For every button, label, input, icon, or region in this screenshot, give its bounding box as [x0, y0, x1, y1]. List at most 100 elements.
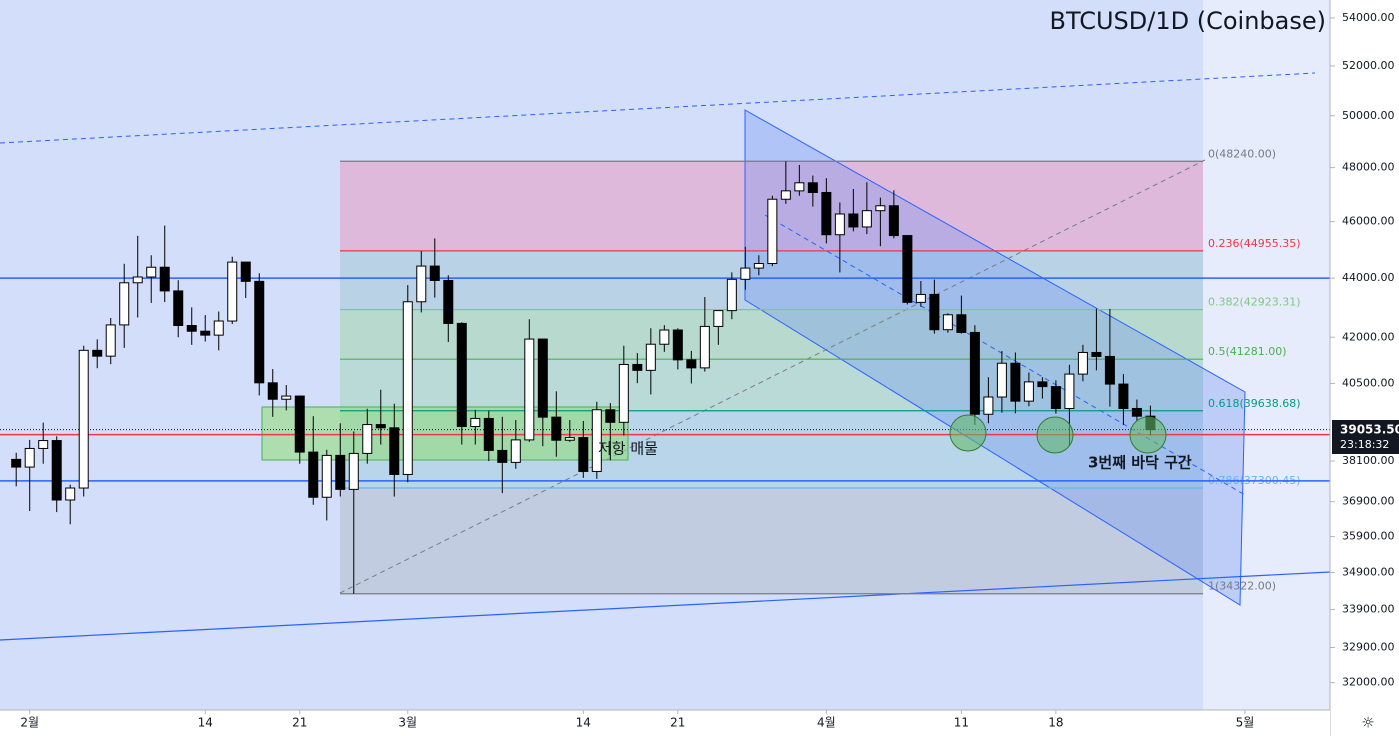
y-tick-label: 38100.00 — [1342, 454, 1395, 467]
candle-body — [929, 293, 940, 331]
x-tick-label: 5월 — [1236, 716, 1255, 730]
price-tag — [1332, 420, 1399, 454]
x-tick-label: 21 — [670, 716, 685, 730]
candle-body — [861, 210, 872, 228]
y-tick-label: 54000.00 — [1342, 11, 1395, 24]
candle-body — [672, 329, 683, 361]
candle-body — [794, 182, 805, 192]
profile-background — [1203, 0, 1330, 710]
chart-title: BTCUSD/1D (Coinbase) — [1050, 7, 1326, 35]
candle-body — [200, 330, 211, 336]
fib-label: 0.382(42923.31) — [1208, 296, 1301, 309]
candle-body — [524, 338, 535, 441]
candle-body — [659, 329, 670, 345]
candle-body — [281, 395, 292, 400]
candle-body — [821, 191, 832, 236]
candle-body — [240, 261, 251, 282]
candle-body — [942, 314, 953, 331]
y-tick-label: 40500.00 — [1342, 376, 1395, 389]
candle-body — [1010, 362, 1021, 402]
countdown: 23:18:32 — [1340, 438, 1389, 451]
x-tick-label: 18 — [1048, 716, 1063, 730]
candle-body — [335, 454, 346, 490]
annotation: 저항 매물 — [598, 440, 658, 458]
candle-body — [1037, 381, 1048, 388]
candle-body — [348, 452, 359, 490]
candle-body — [11, 458, 22, 468]
candle-body — [1104, 355, 1115, 385]
candle-body — [416, 265, 427, 303]
candle-body — [389, 427, 400, 475]
candle-body — [24, 447, 35, 468]
price-axis — [1330, 0, 1399, 736]
candle-body — [740, 267, 751, 280]
candle-body — [578, 437, 589, 472]
y-tick-label: 34900.00 — [1342, 566, 1395, 579]
y-tick-label: 48000.00 — [1342, 161, 1395, 174]
candle-body — [983, 396, 994, 415]
bottom-marker — [1129, 416, 1167, 454]
y-tick-label: 33900.00 — [1342, 602, 1395, 615]
candle-body — [956, 314, 967, 333]
candle-body — [510, 439, 521, 463]
candle-body — [699, 325, 710, 369]
candle-body — [605, 409, 616, 423]
candle-body — [375, 424, 386, 429]
candle-body — [645, 343, 656, 371]
bottom-marker — [1036, 416, 1074, 454]
candle-body — [92, 349, 103, 357]
axes: 54000.00 52000.00 50000.00 48000.00 46000.00… — [20, 11, 1394, 730]
candle-body — [267, 382, 278, 400]
candle-body — [753, 263, 764, 269]
fib-label: 0.5(41281.00) — [1208, 345, 1287, 358]
support-trendline — [0, 571, 1331, 641]
fib-label: 0(48240.00) — [1208, 147, 1276, 160]
annotation: 3번째 바닥 구간 — [1088, 454, 1192, 472]
candle-body — [78, 349, 89, 489]
candle-body — [308, 451, 319, 498]
upper-trendline — [0, 72, 1316, 144]
candle-body — [146, 266, 157, 278]
candle-body — [996, 362, 1007, 398]
candle-body — [902, 235, 913, 303]
candle-body — [591, 409, 602, 472]
candle-body — [456, 322, 467, 428]
candle-body — [1091, 351, 1102, 357]
fib-band — [340, 488, 1203, 594]
candle-body — [483, 417, 494, 451]
candle-body — [834, 213, 845, 236]
candle-body — [132, 276, 143, 284]
fib-label: 0.236(44955.35) — [1208, 237, 1301, 250]
candle-body — [875, 205, 886, 212]
candle-body — [227, 261, 238, 322]
last-price-label: 39053.50 — [1340, 423, 1399, 437]
candle-body — [632, 363, 643, 371]
candle-body — [767, 198, 778, 265]
fib-label: 0.618(39638.68) — [1208, 397, 1301, 410]
candle-body — [888, 205, 899, 237]
candle-body — [1131, 407, 1142, 417]
candle-body — [497, 449, 508, 463]
y-tick-label: 42000.00 — [1342, 330, 1395, 343]
fib-label: 1(34322.00) — [1208, 580, 1276, 593]
candle-body — [1050, 386, 1061, 409]
candle-body — [186, 325, 197, 332]
candle-body — [848, 213, 859, 228]
candle-body — [402, 301, 413, 475]
x-tick-label: 21 — [292, 716, 307, 730]
resistance-zone — [261, 406, 629, 461]
candle-body — [915, 293, 926, 303]
x-tick-label: 3월 — [398, 716, 417, 730]
x-tick-label: 4월 — [817, 716, 836, 730]
candle-body — [713, 310, 724, 327]
settings-icon[interactable]: ☼ — [1361, 714, 1374, 732]
candle-body — [429, 265, 440, 281]
candle-body — [294, 395, 305, 453]
y-tick-label: 52000.00 — [1342, 59, 1395, 72]
candle-body — [119, 282, 130, 326]
x-tick-label: 14 — [576, 716, 591, 730]
candle-body — [159, 266, 170, 292]
candle-body — [780, 190, 791, 200]
y-tick-label: 32000.00 — [1342, 676, 1395, 689]
